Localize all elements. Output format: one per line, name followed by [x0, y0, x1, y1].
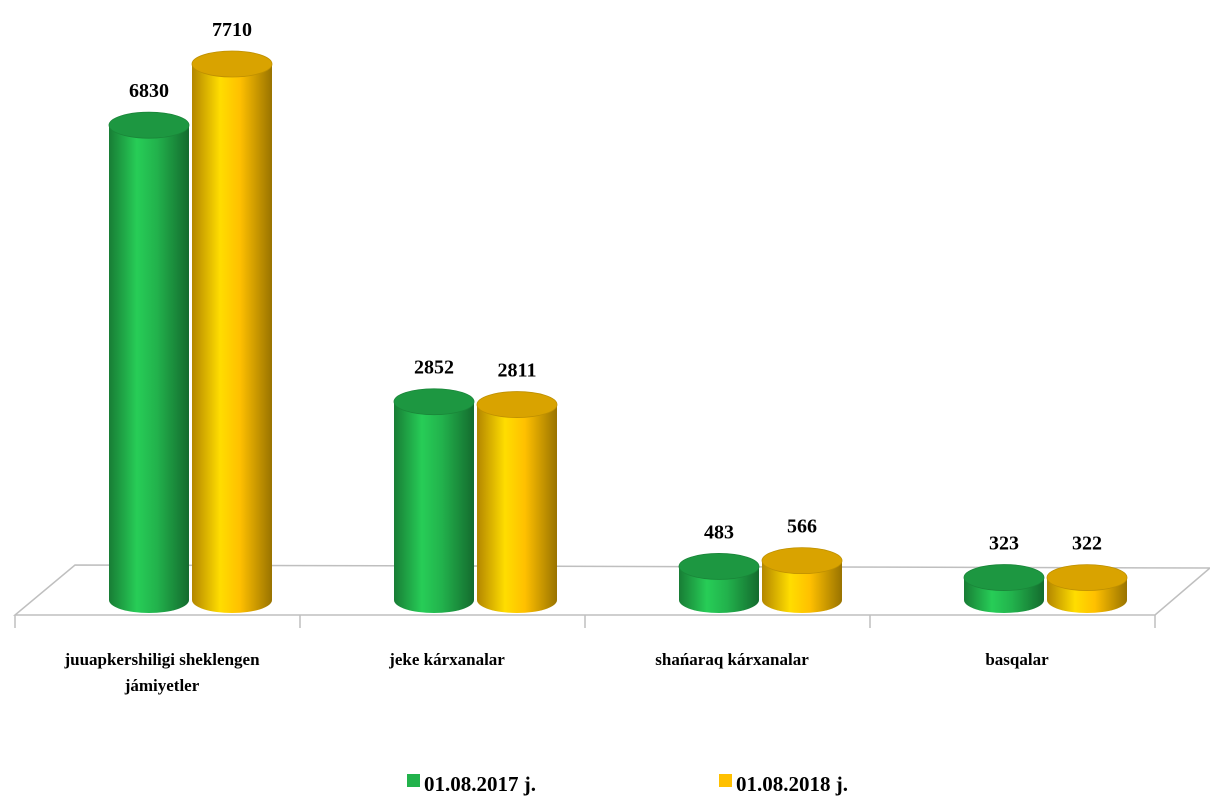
- legend-label: 01.08.2018 j.: [736, 772, 848, 796]
- bar: [191, 50, 273, 613]
- data-label: 566: [787, 516, 817, 538]
- bar-top: [191, 50, 273, 78]
- x-tick-label: juuapkershiligi sheklengen jámiyetler: [64, 650, 260, 695]
- bar: [761, 547, 843, 613]
- bar-top: [393, 388, 475, 416]
- x-tick-label: basqalar: [985, 650, 1049, 669]
- data-label: 7710: [212, 19, 252, 41]
- x-tick-label: jeke kárxanalar: [389, 650, 505, 669]
- data-label: 6830: [129, 80, 169, 102]
- bar: [678, 553, 760, 613]
- data-label: 323: [989, 533, 1019, 555]
- x-tick-label: shańaraq kárxanalar: [655, 650, 809, 669]
- floor: [12, 564, 1210, 616]
- legend-item: 01.08.2017 j.: [407, 772, 536, 797]
- legend-label: 01.08.2017 j.: [424, 772, 536, 796]
- bar-body: [394, 401, 474, 613]
- bar-top: [963, 564, 1045, 591]
- data-label: 322: [1072, 533, 1102, 555]
- bar-body: [762, 560, 842, 613]
- bar-body: [477, 404, 557, 613]
- legend-swatch: [719, 774, 732, 787]
- bar: [963, 564, 1045, 613]
- data-label: 483: [704, 521, 734, 543]
- bar-top: [108, 111, 190, 139]
- bar: [476, 391, 558, 613]
- legend-swatch: [407, 774, 420, 787]
- bar-top: [761, 547, 843, 575]
- bar: [393, 388, 475, 613]
- data-label: 2852: [414, 357, 454, 379]
- bar-body: [109, 125, 189, 613]
- bar: [108, 111, 190, 613]
- data-label: 2811: [498, 360, 537, 382]
- bar: [1046, 564, 1128, 613]
- legend-item: 01.08.2018 j.: [719, 772, 848, 797]
- bar-top: [678, 553, 760, 580]
- bar-top: [476, 391, 558, 418]
- bar-top: [1046, 564, 1128, 592]
- bar-body: [192, 64, 272, 613]
